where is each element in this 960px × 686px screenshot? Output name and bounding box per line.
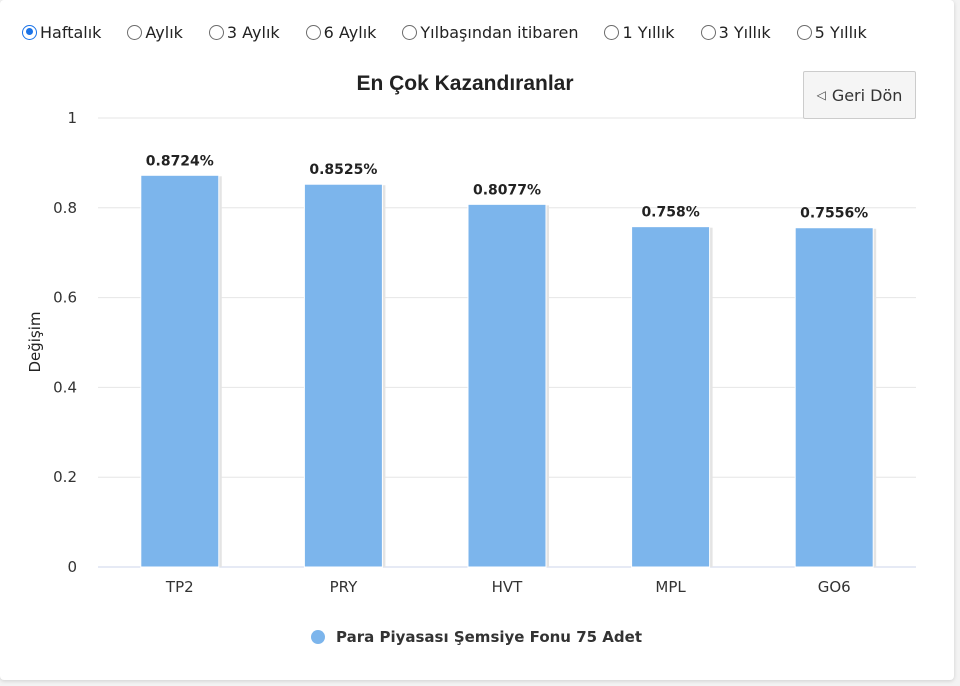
y-tick-label: 0.6	[53, 289, 77, 307]
period-option-weekly[interactable]: Haftalık	[22, 23, 101, 42]
y-axis-ticks: 0 0.2 0.4 0.6 0.8 1	[53, 109, 77, 576]
period-option-label: Yılbaşından itibaren	[420, 22, 579, 42]
bar-tp2[interactable]	[140, 174, 220, 568]
legend-marker	[311, 630, 325, 644]
legend[interactable]: Para Piyasası Şemsiye Fonu 75 Adet	[311, 628, 642, 646]
chart-title: En Çok Kazandıranlar	[356, 72, 573, 95]
x-tick-label: PRY	[330, 578, 359, 596]
period-option-6-months[interactable]: 6 Aylık	[305, 22, 377, 42]
x-axis-ticks: TP2 PRY HVT MPL GO6	[165, 578, 851, 596]
legend-item-label[interactable]: Para Piyasası Şemsiye Fonu 75 Adet	[336, 628, 642, 646]
period-option-label: 1 Yıllık	[622, 22, 675, 42]
radio-circle-icon[interactable]	[208, 24, 224, 40]
period-option-label: Aylık	[145, 22, 183, 42]
bar-series	[140, 174, 877, 568]
y-tick-label: 0.4	[53, 378, 77, 396]
radio-circle-icon[interactable]	[796, 24, 812, 40]
x-tick-label: HVT	[492, 578, 524, 596]
period-option-3-months[interactable]: 3 Aylık	[208, 22, 280, 42]
bar-hvt[interactable]	[467, 203, 547, 568]
period-option-label: 3 Aylık	[226, 22, 280, 42]
radio-circle-icon[interactable]	[22, 24, 37, 40]
bar-pry[interactable]	[303, 183, 383, 568]
period-option-5-years[interactable]: 5 Yıllık	[796, 22, 867, 42]
period-selector: Haftalık Aylık 3 Aylık 6 Aylık Yılbaşınd…	[22, 20, 867, 44]
period-option-monthly[interactable]: Aylık	[127, 22, 183, 42]
radio-circle-icon[interactable]	[402, 24, 418, 40]
data-labels: 0.8724% 0.8525% 0.8077% 0.758% 0.7556%	[146, 153, 868, 221]
data-label: 0.8724%	[146, 153, 214, 169]
radio-circle-icon[interactable]	[700, 24, 716, 40]
bar-mpl[interactable]	[631, 226, 711, 568]
y-tick-label: 0.2	[53, 468, 77, 486]
radio-circle-icon[interactable]	[604, 24, 620, 40]
data-label: 0.8077%	[473, 182, 541, 198]
x-tick-label: MPL	[655, 578, 686, 596]
y-tick-label: 1	[67, 109, 77, 127]
period-option-3-years[interactable]: 3 Yıllık	[700, 22, 771, 42]
radio-circle-icon[interactable]	[305, 24, 321, 40]
data-label: 0.758%	[641, 205, 699, 221]
radio-circle-icon[interactable]	[127, 24, 143, 40]
x-tick-label: TP2	[165, 578, 194, 596]
period-option-ytd[interactable]: Yılbaşından itibaren	[402, 23, 578, 42]
triangle-left-icon: ◁	[816, 88, 826, 102]
period-option-1-year[interactable]: 1 Yıllık	[604, 22, 675, 42]
period-option-label: Haftalık	[40, 22, 102, 42]
period-option-label: 3 Yıllık	[718, 22, 771, 42]
y-axis-label: Değişim	[26, 311, 44, 372]
data-label: 0.8525%	[309, 162, 377, 178]
period-option-label: 5 Yıllık	[814, 22, 867, 42]
y-tick-label: 0	[67, 558, 77, 576]
data-label: 0.7556%	[800, 206, 868, 222]
x-tick-label: GO6	[818, 578, 851, 596]
back-button-label: Geri Dön	[831, 85, 903, 105]
back-button[interactable]: ◁ Geri Dön	[803, 71, 916, 119]
y-tick-label: 0.8	[53, 199, 77, 217]
period-option-label: 6 Aylık	[323, 22, 377, 42]
bar-go6[interactable]	[794, 227, 874, 568]
